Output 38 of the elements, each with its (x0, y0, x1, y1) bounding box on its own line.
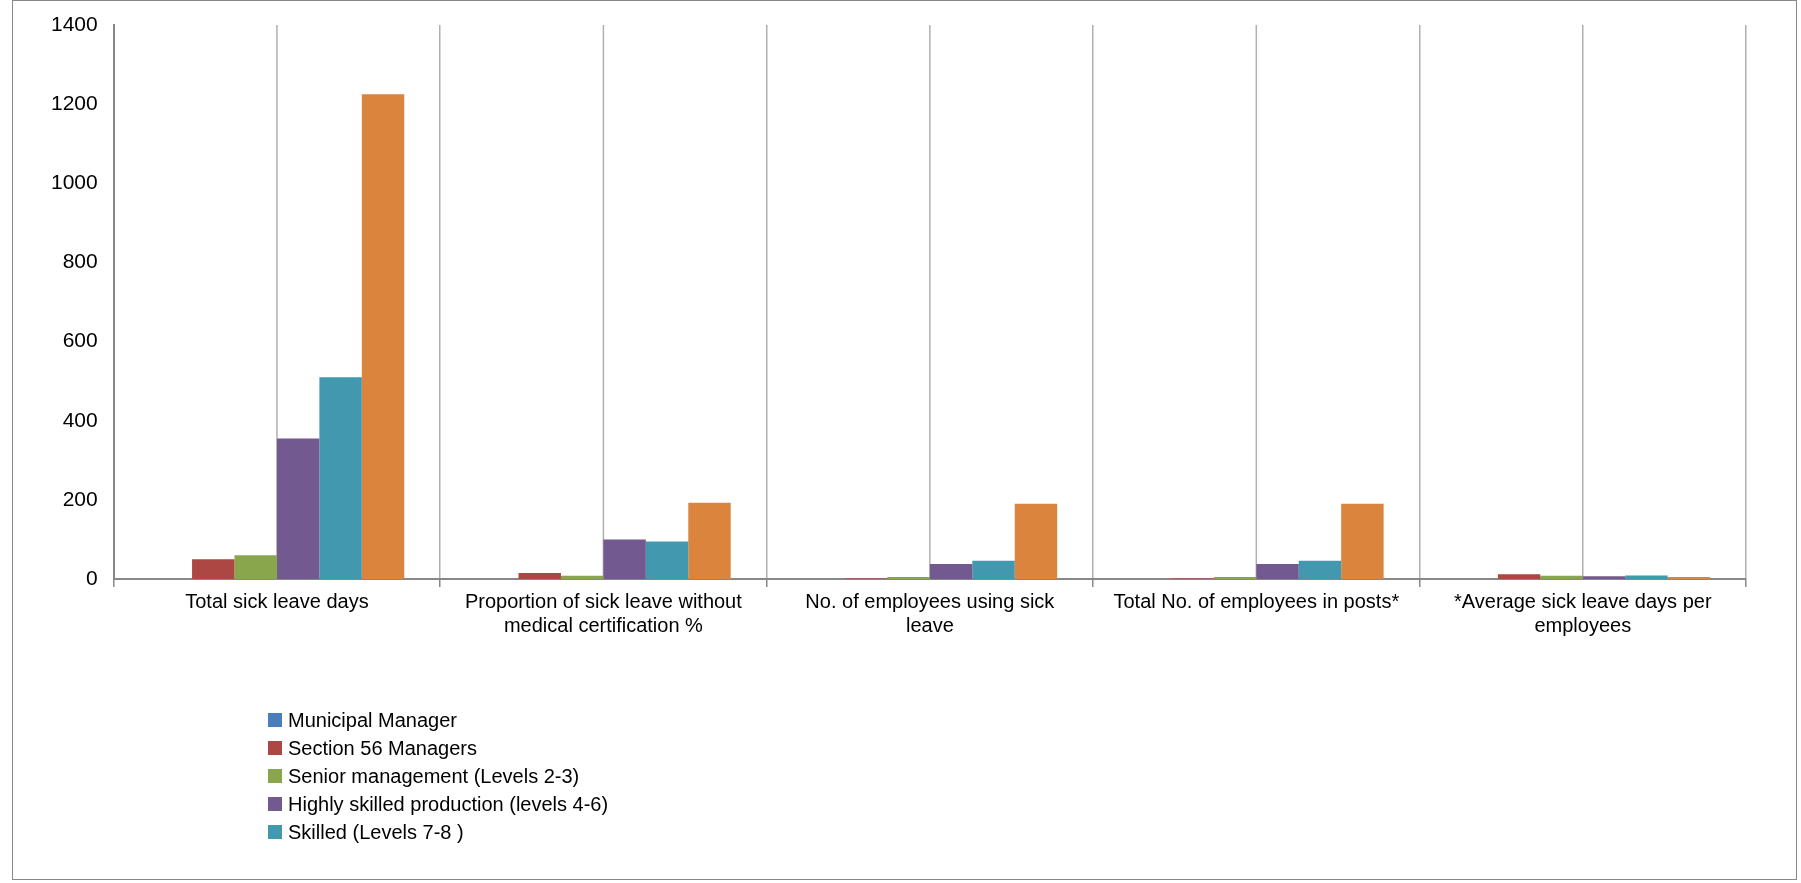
bar (361, 94, 405, 579)
bar (603, 539, 646, 579)
bar (1256, 563, 1299, 579)
legend-label: Highly skilled production (levels 4-6) (288, 792, 609, 816)
bar (688, 502, 731, 579)
x-tick-label: No. of employees using sick leave (805, 589, 1056, 636)
bar (1341, 503, 1384, 579)
y-tick-label: 200 (62, 486, 98, 510)
bar (929, 563, 973, 579)
legend-label: Section 56 Managers (288, 736, 478, 760)
bar (319, 377, 362, 579)
x-tick-label: Total No. of employees in posts* (1113, 589, 1400, 612)
bar (1014, 503, 1058, 579)
legend-label: Municipal Manager (288, 708, 457, 732)
bar (234, 555, 277, 579)
bar (645, 541, 689, 579)
bar (192, 559, 235, 579)
x-tick-label: Proportion of sick leave without medical certification % (465, 589, 743, 636)
bar (1540, 575, 1583, 579)
bar (1298, 560, 1342, 579)
y-tick-label: 1400 (51, 11, 98, 35)
y-tick-label: 400 (62, 407, 98, 431)
y-tick-label: 800 (62, 249, 98, 273)
y-tick-label: 1000 (51, 170, 98, 194)
bar (1582, 576, 1626, 579)
x-tick-label: Total sick leave days (185, 589, 369, 612)
x-tick-label: *Average sick leave days per employees (1453, 589, 1712, 636)
bar (1497, 574, 1541, 579)
bar (972, 560, 1015, 579)
y-tick-label: 0 (86, 565, 98, 589)
y-tick-label: 1200 (51, 90, 98, 114)
bar (518, 573, 561, 579)
bar (560, 575, 604, 579)
legend-label: Senior management (Levels 2-3) (288, 764, 580, 788)
y-tick-label: 600 (62, 328, 98, 352)
bar (276, 438, 320, 579)
bar (1625, 575, 1668, 579)
legend-label: Skilled (Levels 7-8 ) (288, 820, 464, 844)
